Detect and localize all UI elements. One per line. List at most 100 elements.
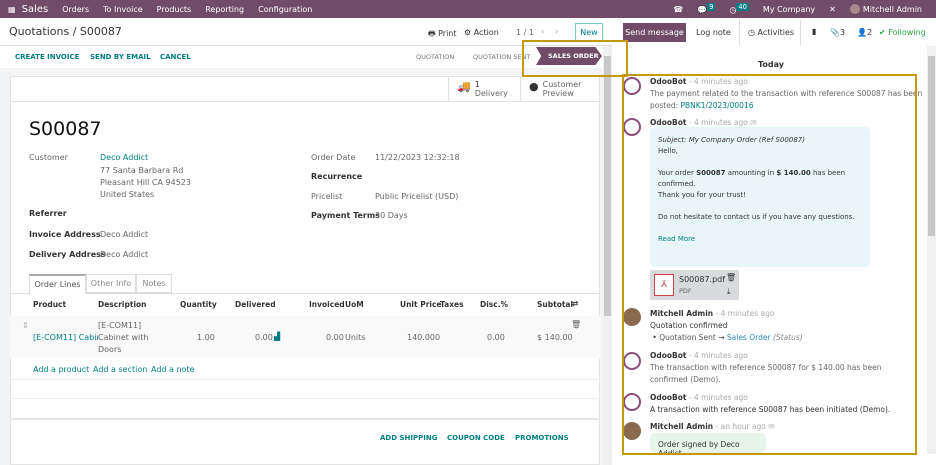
delivery-smart-button[interactable]: 🚚 1 Delivery [448, 77, 520, 101]
pager-prev-icon[interactable]: ‹ [541, 27, 545, 36]
add-note-link[interactable]: Add a note [151, 365, 195, 374]
forecast-chart-icon[interactable]: ▟ [274, 332, 281, 341]
message-body: Quotation confirmed [650, 321, 728, 330]
col-quantity[interactable]: Quantity [180, 300, 217, 309]
delete-row-icon[interactable]: 🗑 [571, 320, 582, 329]
print-button[interactable]: 🖶 Print [428, 29, 457, 38]
menu-products[interactable]: Products [156, 4, 192, 14]
create-invoice-button[interactable]: CREATE INVOICE [15, 53, 80, 61]
author[interactable]: OdooBot [650, 77, 687, 86]
form-scrollbar[interactable] [603, 46, 612, 465]
apps-menu-icon[interactable]: ▦ [8, 4, 16, 14]
promotions-button[interactable]: PROMOTIONS [515, 434, 569, 442]
email-text: Your order [658, 169, 694, 177]
col-invoiced[interactable]: Invoiced [309, 300, 345, 309]
tab-notes[interactable]: Notes [136, 274, 172, 293]
field-name: (Status) [772, 333, 803, 342]
add-section-link[interactable]: Add a section [93, 365, 148, 374]
support-icon[interactable]: ☎ [673, 4, 684, 14]
chat-icon[interactable]: 💬 9 [697, 3, 716, 15]
delivery-address-field[interactable]: Deco Addict [100, 250, 149, 259]
status-quotation[interactable]: QUOTATION [416, 53, 455, 61]
menu-reporting[interactable]: Reporting [205, 4, 245, 14]
preview-label-2: Preview [542, 89, 574, 98]
email-text: has been confirmed. [658, 169, 846, 188]
col-subtotal[interactable]: Subtotal [537, 300, 574, 309]
customer-preview-button[interactable]: ● Customer Preview [520, 77, 598, 101]
column-settings-icon[interactable]: ⇄ [572, 299, 579, 308]
invoice-address-field[interactable]: Deco Addict [100, 230, 149, 239]
menu-orders[interactable]: Orders [62, 4, 90, 14]
author[interactable]: OdooBot [650, 118, 687, 127]
log-note-button[interactable]: Log note [696, 28, 731, 37]
menu-configuration[interactable]: Configuration [258, 4, 313, 14]
order-date-field[interactable]: 11/22/2023 12:32:18 [375, 153, 460, 162]
add-product-link[interactable]: Add a product [33, 365, 90, 374]
tab-other-info[interactable]: Other Info [86, 274, 136, 293]
message: OdooBot - 4 minutes ago A transaction wi… [650, 392, 890, 416]
col-product[interactable]: Product [33, 300, 67, 309]
coupon-code-button[interactable]: COUPON CODE [447, 434, 505, 442]
user-menu[interactable]: Mitchell Admin [862, 4, 922, 14]
row-delivered: 0.00 [255, 333, 273, 342]
customer-label: Customer [29, 153, 68, 162]
notebook-icon[interactable]: ▮ [812, 27, 817, 36]
status-sales-order[interactable]: SALES ORDER [536, 47, 602, 65]
author[interactable]: Mitchell Admin [650, 309, 714, 318]
drag-handle-icon[interactable]: ⇕ [22, 321, 29, 330]
activity-icon[interactable]: ◷ 40 [729, 3, 749, 15]
activities-button[interactable]: ◷ Activities [748, 28, 795, 37]
col-delivered[interactable]: Delivered [235, 300, 276, 309]
payment-terms-field[interactable]: 30 Days [375, 211, 408, 220]
pricelist-label: Pricelist [311, 192, 343, 201]
attachments-button[interactable]: 📎3 [830, 28, 846, 37]
user-avatar[interactable] [849, 4, 860, 14]
follower-count: 2 [866, 28, 873, 37]
pager[interactable]: 1 / 1 [516, 28, 534, 37]
payment-link[interactable]: PBNK1/2023/00016 [680, 101, 754, 110]
tab-order-lines[interactable]: Order Lines [29, 274, 86, 294]
col-uom[interactable]: UoM [345, 300, 364, 309]
send-by-email-button[interactable]: SEND BY EMAIL [90, 53, 151, 61]
download-icon[interactable]: ⤓ [727, 287, 731, 296]
followers-button[interactable]: 👤2 [857, 28, 873, 37]
customer-link[interactable]: Deco Addict [100, 153, 149, 162]
row-desc-3: Doors [98, 345, 122, 354]
timestamp: - 4 minutes ago [688, 77, 748, 86]
chatter-scrollbar[interactable] [927, 46, 936, 465]
following-button[interactable]: ✔ Following [879, 28, 926, 37]
today-separator: Today [758, 60, 784, 69]
author[interactable]: OdooBot [650, 351, 687, 360]
email-text: amounting in [727, 169, 775, 177]
author[interactable]: OdooBot [650, 393, 687, 402]
pager-next-icon[interactable]: › [555, 27, 559, 36]
row-invoiced: 0.00 [326, 333, 344, 342]
app-name[interactable]: Sales [21, 3, 49, 15]
pdf-attachment[interactable]: ⅄ S00087.pdf PDF 🗑 ⤓ [650, 270, 739, 300]
status-quotation-sent[interactable]: QUOTATION SENT [473, 53, 531, 61]
row-product[interactable]: [E-COM11] Cabine [33, 333, 98, 342]
delivery-address-label: Delivery Address [29, 250, 106, 259]
read-more-link[interactable]: Read More [658, 235, 696, 243]
add-shipping-button[interactable]: ADD SHIPPING [380, 434, 438, 442]
col-disc[interactable]: Disc.% [480, 300, 509, 309]
author[interactable]: Mitchell Admin [650, 422, 714, 431]
pricelist-field[interactable]: Public Pricelist (USD) [375, 192, 459, 201]
send-message-button[interactable]: Send message [623, 23, 686, 42]
col-unit-price[interactable]: Unit Price [400, 300, 442, 309]
delete-attachment-icon[interactable]: 🗑 [726, 273, 737, 282]
breadcrumb[interactable]: Quotations / S00087 [9, 25, 122, 38]
message: OdooBot - 4 minutes ago The transaction … [650, 350, 915, 386]
menu-to-invoice[interactable]: To Invoice [103, 4, 143, 14]
debug-icon[interactable]: ✕ [829, 4, 836, 14]
cancel-button[interactable]: CANCEL [160, 53, 191, 61]
col-description[interactable]: Description [98, 300, 147, 309]
table-row[interactable]: ⇕ [E-COM11] Cabine [E-COM11] Cabinet wit… [10, 316, 600, 358]
new-value: Sales Order [726, 333, 771, 342]
row-qty: 1.00 [197, 333, 215, 342]
mitchell-avatar [623, 308, 641, 326]
col-taxes[interactable]: Taxes [440, 300, 464, 309]
new-button[interactable]: New [575, 23, 603, 42]
action-button[interactable]: ⚙ Action [464, 28, 499, 37]
company-switcher[interactable]: My Company [762, 4, 816, 14]
